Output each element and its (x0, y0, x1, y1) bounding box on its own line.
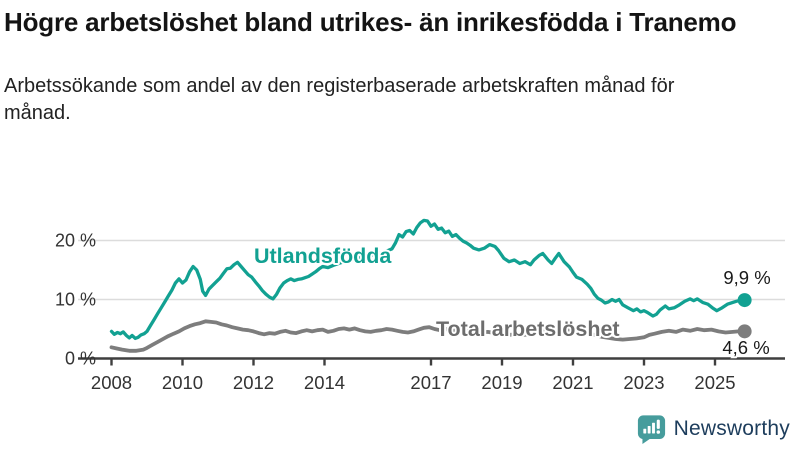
x-tick-label: 2023 (623, 372, 664, 393)
chart-title: Högre arbetslöshet bland utrikes- än inr… (4, 7, 737, 37)
x-tick-label: 2014 (304, 372, 345, 393)
x-tick-label: 2017 (410, 372, 451, 393)
series-lines (109, 218, 752, 353)
newsworthy-brand: Newsworthy (637, 414, 790, 444)
total-arbetsloshet-label: Total arbetslöshet (436, 317, 620, 341)
x-tick-label: 2021 (552, 372, 593, 393)
chart-subtitle: Arbetssökande som andel av den registerb… (4, 74, 675, 124)
x-tick-label: 2019 (481, 372, 522, 393)
chart-labels: 0 % 10 % 20 % 2008 2010 2012 2014 2017 2019 2021 2… (55, 231, 773, 394)
y-tick-label: 0 % (65, 349, 96, 369)
total-arbetsloshet-line (109, 319, 744, 353)
total-arbetsloshet-end-value: 4,6 % (722, 337, 769, 358)
chart-header: Högre arbetslöshet bland utrikes- än inr… (4, 2, 796, 127)
x-tick-label: 2010 (162, 372, 203, 393)
x-tick-label: 2008 (91, 372, 132, 393)
total-arbetsloshet-end-dot (737, 324, 752, 339)
utlandsfodda-end-value: 9,9 % (723, 267, 770, 288)
y-tick-label: 10 % (55, 290, 96, 310)
x-tick-label: 2012 (233, 372, 274, 393)
utlandsfodda-label: Utlandsfödda (254, 244, 392, 268)
utlandsfodda-line (109, 218, 744, 341)
newsworthy-brand-text: Newsworthy (673, 417, 790, 440)
gridlines (78, 239, 785, 301)
utlandsfodda-end-dot (737, 293, 752, 308)
x-tick-label: 2025 (694, 372, 735, 393)
y-tick-label: 20 % (55, 231, 96, 251)
axes (78, 357, 785, 366)
newsworthy-logo-icon (637, 415, 665, 444)
